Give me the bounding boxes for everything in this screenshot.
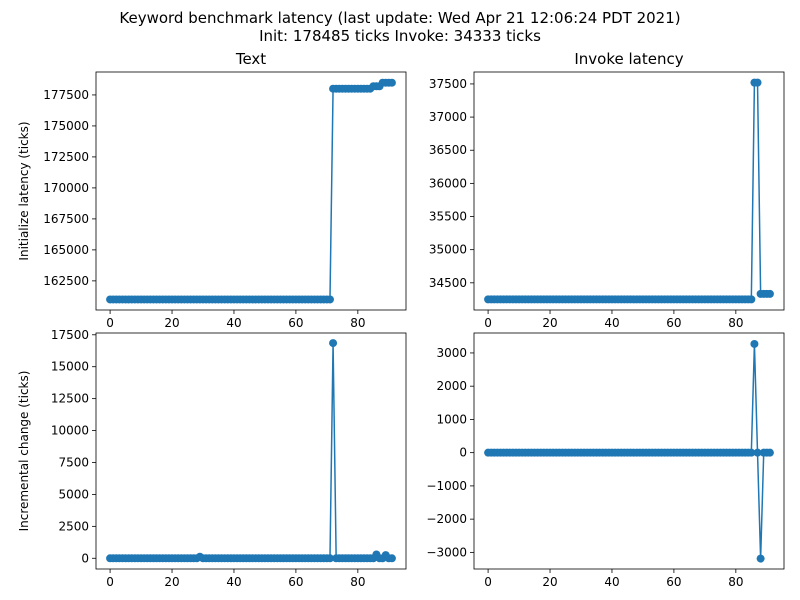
y-tick-label: 162500 <box>43 274 89 288</box>
series-line <box>110 343 392 560</box>
y-tick-label: 2000 <box>436 379 467 393</box>
y-tick-label: 37500 <box>429 77 467 91</box>
x-tick-label: 60 <box>666 316 681 330</box>
data-point <box>765 289 774 298</box>
x-tick-label: 0 <box>106 316 114 330</box>
axes-frame <box>473 71 785 311</box>
series-line <box>488 81 770 301</box>
x-tick-label: 60 <box>666 575 681 589</box>
y-axis-label: Incremental change (ticks) <box>17 371 31 532</box>
y-tick-label: 36000 <box>429 176 467 190</box>
y-tick-label: 177500 <box>43 88 89 102</box>
series-invoke <box>484 78 774 304</box>
series-line <box>110 81 392 301</box>
x-tick-label: 20 <box>542 316 557 330</box>
data-point <box>325 554 334 563</box>
x-tick-label: 40 <box>226 316 241 330</box>
data-point <box>387 78 396 87</box>
series-invoke_delta <box>484 339 774 563</box>
x-tick-label: 80 <box>728 316 743 330</box>
subplot-title: Text <box>235 50 266 68</box>
y-tick-label: 7500 <box>58 455 89 469</box>
y-tick-label: 1000 <box>436 412 467 426</box>
y-tick-label: 175000 <box>43 119 89 133</box>
subplot-title: Invoke latency <box>574 50 683 68</box>
x-tick-label: 80 <box>728 575 743 589</box>
data-point <box>747 448 756 457</box>
subplot-init: Text Initialize latency (ticks) 0 20 40 60 80 1… <box>17 50 407 330</box>
x-tick-label: 40 <box>226 575 241 589</box>
figure-title-line2: Init: 178485 ticks Invoke: 34333 ticks <box>259 27 541 45</box>
y-tick-label: −1000 <box>426 479 467 493</box>
y-tick-label: 35000 <box>429 243 467 257</box>
data-point <box>756 554 765 563</box>
y-tick-label: 2500 <box>58 519 89 533</box>
y-axis-label: Initialize latency (ticks) <box>17 121 31 260</box>
subplot-invoke: Invoke latency 0 20 40 60 80 34500 35000 35500 36… <box>429 50 785 330</box>
y-tick-label: 170000 <box>43 181 89 195</box>
y-tick-label: −2000 <box>426 512 467 526</box>
x-tick-label: 0 <box>484 575 492 589</box>
x-tick-label: 20 <box>542 575 557 589</box>
x-tick-label: 80 <box>350 575 365 589</box>
y-tick-label: −3000 <box>426 545 467 559</box>
x-tick-label: 40 <box>604 316 619 330</box>
data-point <box>765 448 774 457</box>
y-tick-label: 15000 <box>51 360 89 374</box>
axes-frame <box>95 332 407 570</box>
subplot-init_delta: Incremental change (ticks) 0 20 40 60 80 0 2500… <box>17 328 407 589</box>
y-tick-label: 172500 <box>43 150 89 164</box>
axes-frame <box>473 332 785 570</box>
subplot-grid: Text Initialize latency (ticks) 0 20 40 60 80 1… <box>17 50 785 589</box>
data-point <box>329 339 338 348</box>
data-point <box>753 448 762 457</box>
y-tick-label: 37000 <box>429 110 467 124</box>
data-point <box>325 295 334 304</box>
data-point <box>747 295 756 304</box>
x-tick-label: 40 <box>604 575 619 589</box>
data-point <box>387 554 396 563</box>
x-tick-label: 0 <box>484 316 492 330</box>
figure-title-line1: Keyword benchmark latency (last update: … <box>119 9 680 27</box>
y-tick-label: 17500 <box>51 328 89 342</box>
x-tick-label: 60 <box>288 316 303 330</box>
y-tick-label: 34500 <box>429 276 467 290</box>
x-tick-label: 80 <box>350 316 365 330</box>
series-init_delta <box>106 339 396 563</box>
y-tick-label: 10000 <box>51 424 89 438</box>
x-tick-label: 0 <box>106 575 114 589</box>
x-tick-label: 20 <box>164 316 179 330</box>
y-tick-label: 12500 <box>51 392 89 406</box>
x-tick-label: 20 <box>164 575 179 589</box>
subplot-invoke_delta: 0 20 40 60 80 −3000 −2000 −1000 0 1000 2000 3000 <box>426 332 785 589</box>
y-tick-label: 0 <box>81 551 89 565</box>
series-init <box>106 78 396 304</box>
y-tick-label: 36500 <box>429 143 467 157</box>
y-tick-label: 3000 <box>436 346 467 360</box>
y-tick-label: 5000 <box>58 487 89 501</box>
y-tick-label: 35500 <box>429 210 467 224</box>
data-point <box>753 78 762 87</box>
x-tick-label: 60 <box>288 575 303 589</box>
axes-frame <box>95 71 407 311</box>
y-tick-label: 0 <box>459 446 467 460</box>
data-point <box>750 339 759 348</box>
y-tick-label: 165000 <box>43 243 89 257</box>
y-tick-label: 167500 <box>43 212 89 226</box>
